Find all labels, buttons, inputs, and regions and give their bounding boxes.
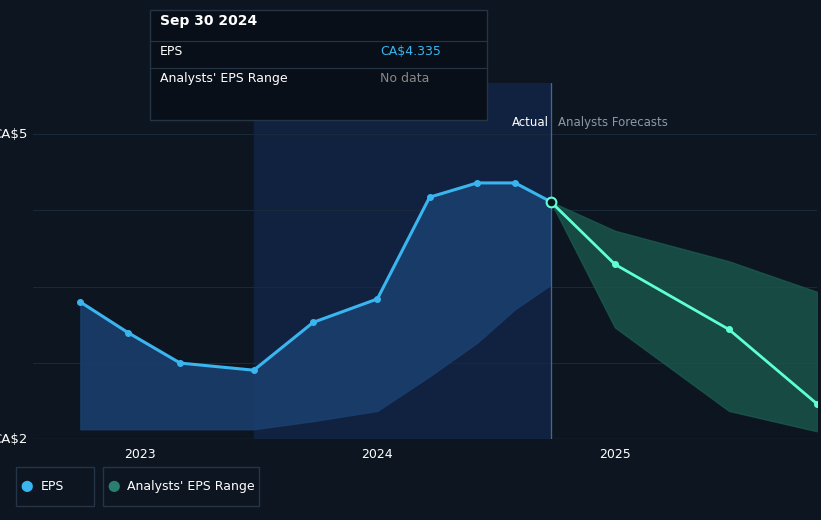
Text: CA$4.335: CA$4.335 — [380, 45, 441, 58]
Text: Analysts Forecasts: Analysts Forecasts — [558, 116, 667, 129]
Text: EPS: EPS — [160, 45, 183, 58]
Text: EPS: EPS — [41, 480, 64, 493]
Text: 2025: 2025 — [599, 448, 631, 461]
Text: Actual: Actual — [511, 116, 548, 129]
Text: CA$2: CA$2 — [0, 433, 28, 446]
Text: Analysts' EPS Range: Analysts' EPS Range — [160, 72, 287, 85]
Text: Analysts' EPS Range: Analysts' EPS Range — [127, 480, 255, 493]
Text: ⬤: ⬤ — [21, 481, 34, 492]
Text: CA$5: CA$5 — [0, 127, 28, 140]
Text: Sep 30 2024: Sep 30 2024 — [160, 14, 257, 28]
Bar — [254, 83, 551, 439]
Text: No data: No data — [380, 72, 429, 85]
Text: 2023: 2023 — [124, 448, 155, 461]
Text: ⬤: ⬤ — [107, 481, 120, 492]
Text: 2024: 2024 — [361, 448, 393, 461]
